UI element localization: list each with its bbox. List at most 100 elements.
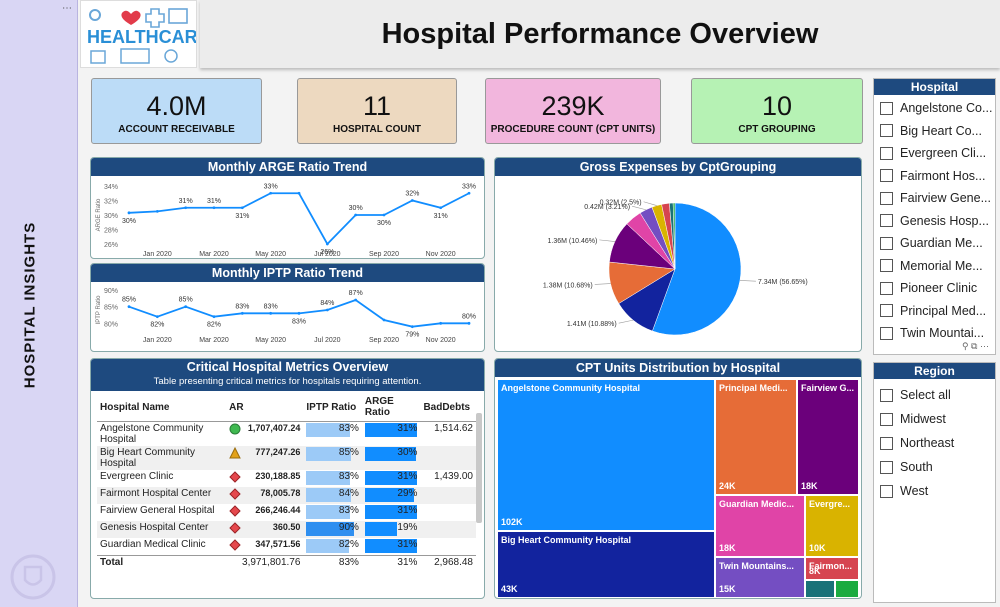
data-point[interactable] [467,191,471,195]
hospital-option[interactable]: Fairview Gene... [874,187,995,210]
more-options-icon[interactable]: ⋯ [62,3,72,14]
data-point[interactable] [325,308,329,312]
region-option[interactable]: West [874,479,995,503]
data-point[interactable] [127,305,131,309]
checkbox[interactable] [880,304,893,318]
pie-slice[interactable] [672,202,676,270]
hospital-option[interactable]: Twin Mountai... [874,322,995,345]
checkbox[interactable] [880,460,893,474]
data-point[interactable] [354,213,358,217]
treemap-cell[interactable]: Principal Medi... 24K [715,379,797,495]
data-point[interactable] [184,206,188,210]
checkbox[interactable] [880,281,893,295]
data-point[interactable] [382,213,386,217]
hospital-option[interactable]: Angelstone Co... [874,97,995,120]
diamond-status-icon [229,488,241,503]
slice-label: 0.42M (3.21%) [584,204,630,211]
checkbox[interactable] [880,101,893,115]
data-point[interactable] [382,318,386,322]
data-point[interactable] [155,315,159,319]
table-row[interactable]: Genesis Hospital Center 360.50 90% 19% [97,521,476,538]
treemap-cell[interactable]: Guardian Medic... 18K [715,495,805,557]
table-row[interactable]: Fairmont Hospital Center 78,005.78 84% 29% [97,487,476,504]
data-point[interactable] [439,321,443,325]
cpt-units-treemap[interactable]: Angelstone Community Hospital 102K Big Hea… [495,377,861,598]
hospital-option[interactable]: Genesis Hosp... [874,210,995,233]
slicer-header-icons[interactable]: ⚲ ⧉ ⋯ [961,341,989,351]
arge-line-chart[interactable]: 34% 32% 30% 28% 26% ARGE Ratio Jan 2020 Mar 202… [91,176,484,258]
data-point[interactable] [410,325,414,329]
treemap-cell-value: 8K [809,565,821,576]
data-point[interactable] [410,199,414,202]
gross-expenses-pie[interactable]: 7.34M (56.65%) 1.41M (10.88%) 1.38M (10.68… [495,176,861,351]
table-row[interactable]: Big Heart Community Hospital 777,247.26 85… [97,446,476,470]
column-header[interactable]: IPTP Ratio [303,393,362,422]
watermark-shield-icon [10,554,56,600]
column-header[interactable]: AR [226,393,304,422]
column-header[interactable]: Hospital Name [97,393,227,422]
checkbox[interactable] [880,214,893,228]
treemap-cell[interactable]: Fairview G... 18K [797,379,859,495]
checkbox[interactable] [880,124,893,138]
checkbox[interactable] [880,388,893,402]
data-point[interactable] [297,191,301,195]
column-header[interactable]: ARGE Ratio [361,393,421,422]
hospital-option[interactable]: Evergreen Cli... [874,142,995,165]
checkbox[interactable] [880,412,893,426]
treemap-cell[interactable]: Big Heart Community Hospital 43K [497,531,715,598]
data-point[interactable] [155,209,159,213]
hospital-option[interactable]: Big Heart Co... [874,120,995,143]
region-option[interactable]: Select all [874,383,995,407]
data-point[interactable] [439,206,443,210]
table-scrollbar[interactable] [476,413,482,523]
table-row[interactable]: Fairview General Hospital 266,246.44 83% 31… [97,504,476,521]
data-point[interactable] [354,298,358,302]
hospital-option[interactable]: Memorial Me... [874,255,995,278]
data-label: 82% [150,322,164,329]
data-point[interactable] [467,321,471,325]
region-option[interactable]: South [874,455,995,479]
hospital-option[interactable]: Principal Med... [874,300,995,323]
treemap-cell[interactable]: Evergre... 10K [805,495,859,557]
data-point[interactable] [240,311,244,315]
pie-slice[interactable] [652,202,742,336]
treemap-cell[interactable]: Angelstone Community Hospital 102K [497,379,715,531]
data-point[interactable] [269,191,273,195]
table-row[interactable]: Guardian Medical Clinic 347,571.56 82% 31% [97,538,476,556]
data-point[interactable] [184,305,188,309]
critical-metrics-table: Hospital Name AR IPTP Ratio ARGE Ratio B… [97,393,476,572]
treemap-cell[interactable]: Twin Mountains... 15K [715,557,805,598]
column-header[interactable]: BadDebts [420,393,476,422]
checkbox[interactable] [880,191,893,205]
data-point[interactable] [127,211,131,215]
table-row[interactable]: Angelstone Community Hospital 1,707,407.2… [97,422,476,447]
treemap-cell[interactable]: Fairmon... 8K [805,557,859,580]
data-point[interactable] [212,206,216,210]
table-row[interactable]: Evergreen Clinic 230,188.85 83% 31% 1,439.00 [97,470,476,487]
kpi-value: 10 [761,91,793,121]
data-point[interactable] [297,311,301,315]
treemap-cell[interactable] [835,579,859,598]
region-option[interactable]: Northeast [874,431,995,455]
hospital-option[interactable]: Fairmont Hos... [874,165,995,188]
checkbox[interactable] [880,326,893,340]
hospital-option[interactable]: Guardian Me... [874,232,995,255]
checkbox[interactable] [880,146,893,160]
data-point[interactable] [325,242,329,246]
data-point[interactable] [269,311,273,315]
treemap-cell[interactable] [805,579,835,598]
checkbox[interactable] [880,436,893,450]
checkbox[interactable] [880,484,893,498]
x-tick-label: Mar 2020 [199,337,229,344]
data-point[interactable] [212,315,216,319]
checkbox[interactable] [880,259,893,273]
data-point[interactable] [240,206,244,210]
checkbox[interactable] [880,169,893,183]
treemap-cell-label: Guardian Medic... [719,499,795,509]
checkbox[interactable] [880,236,893,250]
data-label: 30% [122,218,136,225]
region-option[interactable]: Midwest [874,407,995,431]
treemap-cell-value: 43K [501,584,518,594]
hospital-option[interactable]: Pioneer Clinic [874,277,995,300]
